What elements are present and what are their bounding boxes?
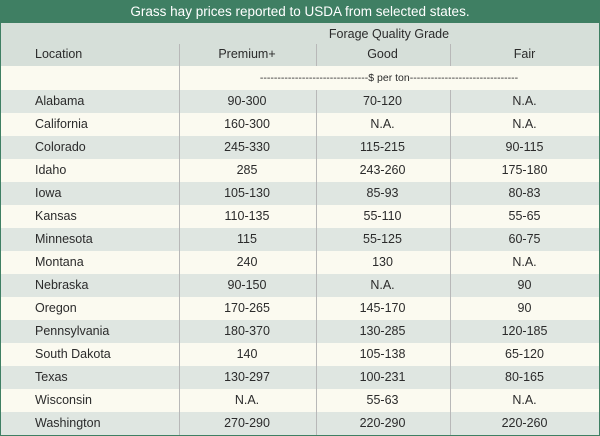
table-title: Grass hay prices reported to USDA from s… [1, 1, 599, 23]
table-row: Kansas 110-135 55-110 55-65 [1, 205, 599, 228]
location-cell: Pennsylvania [35, 324, 110, 338]
good-price-cell: N.A. [370, 278, 395, 292]
table-row: Colorado 245-330 115-215 90-115 [1, 136, 599, 159]
table-row: Nebraska 90-150 N.A. 90 [1, 274, 599, 297]
fair-price-cell: N.A. [512, 255, 537, 269]
table-header: Forage Quality Grade Location Premium+ G… [1, 23, 599, 66]
table-row: Pennsylvania 180-370 130-285 120-185 [1, 320, 599, 343]
fair-price-cell: N.A. [512, 393, 537, 407]
fair-price-cell: 80-165 [505, 370, 544, 384]
premium-price-cell: N.A. [234, 393, 260, 407]
column-divider [450, 90, 451, 435]
premium-price-cell: 270-290 [224, 416, 270, 430]
fair-price-cell: N.A. [512, 94, 537, 108]
fair-price-cell: 60-75 [508, 232, 541, 246]
fair-column-header: Fair [513, 47, 536, 61]
premium-price-cell: 180-370 [224, 324, 270, 338]
good-price-cell: 243-260 [359, 163, 406, 177]
column-divider [179, 44, 180, 435]
location-cell: Kansas [35, 209, 77, 223]
table-row: Alabama 90-300 70-120 N.A. [1, 90, 599, 113]
fair-price-cell: 175-180 [501, 163, 548, 177]
premium-price-cell: 170-265 [224, 301, 270, 315]
premium-price-cell: 140 [236, 347, 258, 361]
premium-price-cell: 90-300 [227, 94, 267, 108]
location-cell: Colorado [35, 140, 86, 154]
fair-price-cell: 220-260 [501, 416, 548, 430]
good-price-cell: 100-231 [359, 370, 406, 384]
premium-price-cell: 285 [236, 163, 258, 177]
premium-column-header: Premium+ [218, 47, 276, 61]
location-cell: Washington [35, 416, 101, 430]
location-cell: Oregon [35, 301, 77, 315]
good-price-cell: 55-125 [363, 232, 402, 246]
good-price-cell: 55-63 [366, 393, 399, 407]
good-price-cell: 70-120 [363, 94, 402, 108]
good-price-cell: 220-290 [359, 416, 406, 430]
premium-price-cell: 160-300 [224, 117, 270, 131]
location-cell: Wisconsin [35, 393, 92, 407]
premium-price-cell: 110-135 [224, 209, 270, 223]
table-row: Iowa 105-130 85-93 80-83 [1, 182, 599, 205]
fair-price-cell: 90-115 [505, 140, 544, 154]
table-row: Texas 130-297 100-231 80-165 [1, 366, 599, 389]
location-cell: South Dakota [35, 347, 111, 361]
fair-price-cell: 90 [517, 301, 532, 315]
good-price-cell: 145-170 [359, 301, 406, 315]
location-cell: California [35, 117, 88, 131]
table-body: Alabama 90-300 70-120 N.A. California 160-300… [1, 90, 599, 435]
premium-price-cell: 245-330 [224, 140, 270, 154]
location-column-header: Location [35, 47, 83, 61]
column-divider [316, 90, 317, 435]
table-row: Minnesota 115 55-125 60-75 [1, 228, 599, 251]
good-price-cell: 130 [372, 255, 393, 269]
forage-quality-grade-label: Forage Quality Grade [328, 27, 450, 41]
table-row: California 160-300 N.A. N.A. [1, 113, 599, 136]
good-price-cell: 105-138 [359, 347, 406, 361]
table-row: Oregon 170-265 145-170 90 [1, 297, 599, 320]
table-row: Washington 270-290 220-290 220-260 [1, 412, 599, 435]
table-row: South Dakota 140 105-138 65-120 [1, 343, 599, 366]
premium-price-cell: 115 [237, 232, 257, 246]
location-cell: Texas [35, 370, 68, 384]
good-price-cell: 85-93 [366, 186, 399, 200]
table-row: Idaho 285 243-260 175-180 [1, 159, 599, 182]
premium-price-cell: 130-297 [224, 370, 270, 384]
premium-price-cell: 240 [236, 255, 258, 269]
fair-price-cell: 55-65 [508, 209, 541, 223]
premium-price-cell: 105-130 [224, 186, 270, 200]
location-cell: Minnesota [35, 232, 93, 246]
good-price-cell: 130-285 [359, 324, 406, 338]
units-label: -------------------------------$ per ton… [259, 72, 519, 84]
premium-price-cell: 90-150 [227, 278, 267, 292]
fair-price-cell: 65-120 [505, 347, 544, 361]
location-cell: Nebraska [35, 278, 89, 292]
units-row: -------------------------------$ per ton… [1, 66, 599, 90]
good-price-cell: 55-110 [363, 209, 402, 223]
good-price-cell: N.A. [370, 117, 395, 131]
table-row: Wisconsin N.A. 55-63 N.A. [1, 389, 599, 412]
column-divider [450, 44, 451, 66]
fair-price-cell: 80-83 [508, 186, 541, 200]
location-cell: Montana [35, 255, 84, 269]
location-cell: Iowa [35, 186, 62, 200]
fair-price-cell: 90 [517, 278, 532, 292]
good-column-header: Good [367, 47, 398, 61]
fair-price-cell: N.A. [512, 117, 537, 131]
table-row: Montana 240 130 N.A. [1, 251, 599, 274]
location-cell: Alabama [35, 94, 85, 108]
good-price-cell: 115-215 [360, 140, 405, 154]
location-cell: Idaho [35, 163, 67, 177]
column-divider [316, 44, 317, 66]
fair-price-cell: 120-185 [501, 324, 548, 338]
